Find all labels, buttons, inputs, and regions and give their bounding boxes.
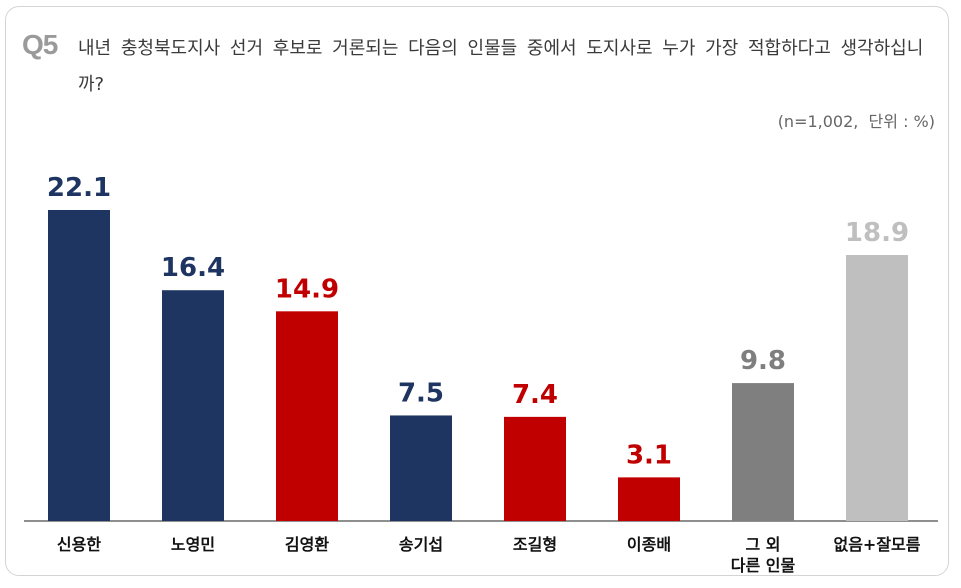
bar-3 <box>276 311 338 521</box>
bar-1 <box>48 210 110 521</box>
value-label-8: 18.9 <box>845 218 909 248</box>
value-label-5: 7.4 <box>512 380 558 410</box>
value-label-3: 14.9 <box>275 274 339 304</box>
category-label-1: 신용한 <box>57 535 101 554</box>
category-label-2: 노영민 <box>171 535 215 554</box>
bar-6 <box>618 477 680 521</box>
bar-2 <box>162 290 224 521</box>
category-label-7: 그 외 다른 인물 <box>731 535 796 575</box>
category-label-6: 이종배 <box>627 535 671 554</box>
question-number: Q5 <box>22 29 58 60</box>
value-label-6: 3.1 <box>626 440 672 470</box>
value-label-2: 16.4 <box>161 253 225 283</box>
bar-8 <box>846 255 908 521</box>
bar-4 <box>390 415 452 521</box>
category-label-5: 조길형 <box>513 535 557 554</box>
question-text: 내년 충청북도지사 선거 후보로 거론되는 다음의 인물들 중에서 도지사로 누… <box>78 38 924 95</box>
category-label-3: 김영환 <box>285 535 329 554</box>
value-label-1: 22.1 <box>47 173 111 203</box>
category-label-8: 없음+잘모름 <box>833 535 920 554</box>
value-label-7: 9.8 <box>740 346 786 376</box>
bar-7 <box>732 383 794 521</box>
value-label-4: 7.5 <box>398 378 444 408</box>
bar-5 <box>504 416 566 521</box>
category-label-4: 송기섭 <box>399 535 443 554</box>
sample-unit-note: (n=1,002, 단위 : %) <box>777 112 935 131</box>
